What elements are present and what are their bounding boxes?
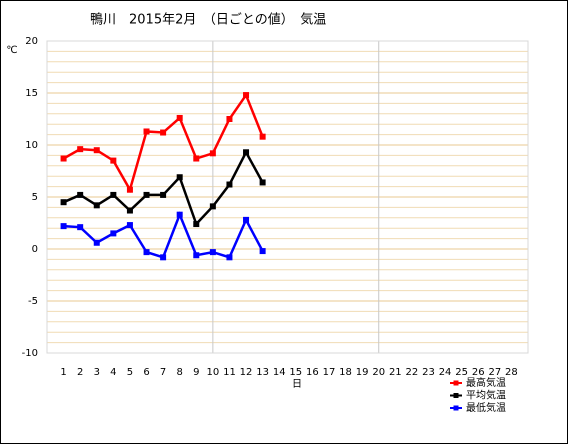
x-tick-label: 6 (143, 367, 149, 378)
x-tick-label: 8 (177, 367, 183, 378)
x-tick-label: 22 (406, 367, 419, 378)
data-point (176, 174, 183, 181)
legend-label: 最高気温 (466, 376, 506, 389)
legend-marker (453, 405, 459, 411)
data-point (126, 186, 133, 193)
grid (46, 40, 529, 354)
data-point (77, 146, 84, 153)
data-point (126, 207, 133, 214)
legend-marker (453, 380, 459, 386)
data-point (193, 252, 200, 259)
y-axis-label: ℃ (6, 45, 17, 56)
legend-label: 平均気温 (466, 389, 506, 402)
data-point (110, 230, 117, 237)
data-point (110, 191, 117, 198)
x-tick-label: 1 (60, 367, 66, 378)
data-point (193, 155, 200, 162)
x-tick-label: 19 (356, 367, 369, 378)
x-tick-label: 21 (389, 367, 402, 378)
data-point (209, 249, 216, 256)
data-point (259, 179, 266, 186)
data-point (209, 203, 216, 210)
y-tick-label: -5 (28, 296, 38, 307)
legend-label: 最低気温 (466, 401, 506, 414)
data-point (176, 114, 183, 121)
data-point (60, 199, 67, 206)
x-tick-label: 25 (455, 367, 468, 378)
y-tick-label: -10 (22, 348, 38, 359)
data-point (259, 133, 266, 140)
plot (60, 92, 266, 261)
x-tick-label: 20 (372, 367, 385, 378)
data-point (60, 155, 67, 162)
data-point (226, 116, 233, 122)
plot-frame (46, 40, 529, 354)
data-point (226, 181, 233, 188)
x-tick-label: 23 (422, 367, 435, 378)
y-tick-label: 20 (25, 36, 38, 47)
data-point (143, 249, 150, 256)
data-point (110, 157, 117, 164)
data-point (243, 92, 250, 99)
x-tick-label: 28 (505, 367, 518, 378)
data-point (126, 222, 133, 229)
data-point (143, 128, 150, 135)
x-tick-label: 16 (306, 367, 319, 378)
data-point (193, 221, 200, 228)
x-tick-label: 7 (160, 367, 166, 378)
y-tick-label: 0 (32, 244, 38, 255)
data-point (243, 149, 250, 156)
x-tick-label: 26 (472, 367, 485, 378)
legend-marker (453, 393, 459, 398)
x-axis-label: 日 (292, 379, 302, 390)
x-tick-label: 3 (94, 367, 100, 378)
x-tick-label: 15 (289, 367, 302, 378)
y-tick-label: 15 (25, 88, 38, 99)
x-tick-label: 12 (240, 367, 253, 378)
data-point (77, 191, 84, 198)
x-tick-label: 5 (127, 367, 133, 378)
data-point (93, 202, 100, 209)
x-tick-label: 24 (439, 367, 452, 378)
x-tick-label: 9 (193, 367, 199, 378)
x-tick-label: 27 (488, 367, 501, 378)
y-tick-label: 10 (25, 140, 38, 151)
x-tick-label: 14 (273, 367, 286, 378)
data-point (259, 248, 266, 255)
x-tick-label: 18 (339, 367, 352, 378)
x-tick-label: 11 (223, 367, 236, 378)
data-point (226, 254, 233, 261)
data-point (143, 191, 150, 198)
data-point (176, 211, 183, 218)
x-tick-label: 10 (206, 367, 219, 378)
data-point (243, 216, 250, 223)
data-point (93, 239, 100, 246)
x-tick-label: 2 (77, 367, 83, 378)
y-tick-label: 5 (32, 192, 38, 203)
data-point (93, 147, 100, 154)
x-tick-label: 4 (110, 367, 116, 378)
data-point (77, 224, 84, 231)
x-tick-label: 13 (256, 367, 269, 378)
data-point (60, 223, 67, 230)
data-point (160, 191, 167, 198)
chart-title: 鴨川 2015年2月 （日ごとの値） 気温 (90, 12, 326, 28)
x-tick-label: 17 (323, 367, 336, 378)
data-point (209, 150, 216, 157)
data-point (160, 254, 167, 261)
data-point (160, 129, 167, 136)
